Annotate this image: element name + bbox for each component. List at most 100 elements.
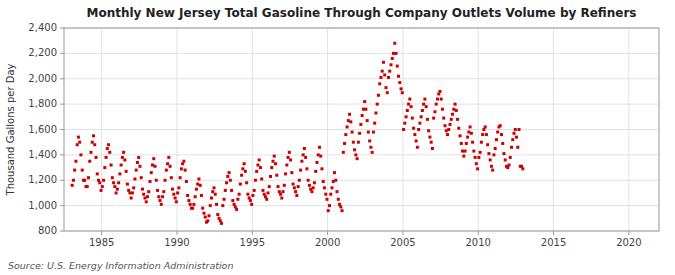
x-grid-line [252,28,253,231]
point [323,186,326,189]
point [176,191,179,194]
point [342,151,345,154]
source-note: Source: U.S. Energy Information Administ… [8,260,233,271]
point [140,176,143,179]
point [515,136,518,139]
point [228,171,231,174]
point [372,131,375,134]
point [499,124,502,127]
point [145,200,148,203]
point [396,65,399,68]
point [470,132,473,135]
point [391,57,394,60]
point [331,186,334,189]
point [382,61,385,64]
point [170,176,173,179]
point [425,105,428,108]
point [246,193,249,196]
point [351,131,354,134]
point [364,108,367,111]
point [476,167,479,170]
point [388,70,391,73]
point [100,189,103,192]
point [141,188,144,191]
y-tick-label: 2,400 [28,22,57,33]
point [269,175,272,178]
point [446,133,449,136]
point [118,172,121,175]
point [509,156,512,159]
point [81,169,84,172]
point [215,203,218,206]
y-tick-label: 800 [38,225,57,236]
y-grid-line [64,78,659,79]
x-tick-label: 1995 [240,237,265,248]
point [410,105,413,108]
point [197,177,200,180]
point [159,199,162,202]
point [73,169,76,172]
x-grid-line [628,28,629,231]
y-grid-line [64,104,659,105]
point [214,193,217,196]
point [334,179,337,182]
grid [64,28,659,231]
point [504,158,507,161]
point [297,185,300,188]
point [88,160,91,163]
point [298,179,301,182]
point [283,184,286,187]
point [501,142,504,145]
point [87,176,90,179]
point [192,203,195,206]
point [383,73,386,76]
point [325,198,328,201]
y-tick-label: 1,800 [28,98,57,109]
point [295,194,298,197]
point [103,166,106,169]
point [310,190,313,193]
x-tick-label: 1990 [164,237,189,248]
point [175,200,178,203]
point [122,151,125,154]
point [432,117,435,120]
x-tick [553,231,554,235]
point [261,189,264,192]
point [182,160,185,163]
point [474,156,477,159]
point [142,193,145,196]
x-tick-label: 2000 [315,237,340,248]
point [518,128,521,131]
point [348,113,351,116]
point [496,131,499,134]
point [238,193,241,196]
point [487,152,490,155]
x-tick [252,231,253,235]
point [412,127,415,130]
x-tick [327,231,328,235]
point [110,164,113,167]
point [266,191,269,194]
point [225,181,228,184]
x-tick [402,231,403,235]
point [204,216,207,219]
point [239,183,242,186]
point [455,109,458,112]
point [223,198,226,201]
point [201,207,204,210]
point [165,169,168,172]
point [319,155,322,158]
point [480,141,483,144]
point [251,194,254,197]
point [89,151,92,154]
point [179,176,182,179]
point [484,125,487,128]
point [105,156,108,159]
point [92,134,95,137]
point [254,179,257,182]
point [514,128,517,131]
point [418,122,421,125]
point [315,161,318,164]
point [371,151,374,154]
point [308,184,311,187]
